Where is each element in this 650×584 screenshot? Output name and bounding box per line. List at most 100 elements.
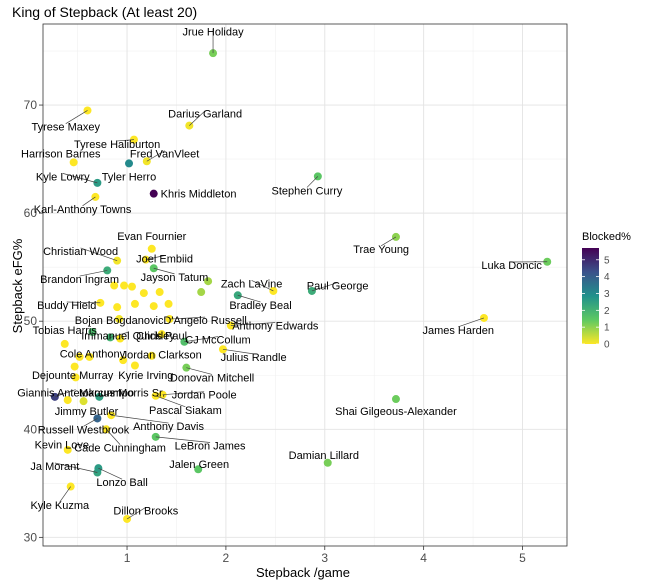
data-point bbox=[60, 339, 69, 348]
label-leader bbox=[106, 429, 121, 445]
data-point bbox=[119, 356, 128, 365]
point-label: CJ McCollum bbox=[185, 335, 250, 347]
label-leader bbox=[153, 267, 175, 275]
colorbar-tick-label: 3 bbox=[604, 289, 610, 300]
label-leader bbox=[111, 414, 169, 424]
point-label: Dejounte Murray bbox=[32, 370, 114, 382]
point-label: Harrison Barnes bbox=[21, 149, 101, 161]
colorbar-tick-label: 2 bbox=[604, 306, 610, 317]
data-point bbox=[149, 189, 158, 198]
point-label: Damian Lillard bbox=[289, 450, 359, 462]
data-point bbox=[130, 299, 139, 308]
data-point bbox=[63, 396, 72, 405]
point-label: Donovan Mitchell bbox=[170, 372, 254, 384]
y-tick-label: 60 bbox=[24, 206, 38, 220]
data-point bbox=[130, 361, 139, 370]
data-point bbox=[127, 282, 136, 291]
data-point bbox=[125, 159, 134, 168]
x-tick-label: 2 bbox=[223, 551, 230, 565]
label-leader bbox=[79, 270, 108, 277]
label-leader bbox=[458, 317, 485, 328]
y-tick-label: 30 bbox=[24, 530, 38, 544]
label-leader bbox=[99, 389, 123, 398]
x-tick-label: 5 bbox=[519, 551, 526, 565]
label-leader bbox=[306, 176, 319, 188]
point-label: Stephen Curry bbox=[272, 185, 343, 197]
data-point bbox=[157, 330, 166, 339]
data-point bbox=[71, 373, 80, 382]
point-label: Anthony Edwards bbox=[232, 321, 319, 333]
point-label: Evan Fournier bbox=[117, 231, 186, 243]
label-leader bbox=[65, 110, 88, 124]
data-point bbox=[63, 445, 72, 454]
point-label: Darius Garland bbox=[168, 109, 242, 121]
data-point bbox=[149, 302, 158, 311]
point-label: Russell Westbrook bbox=[38, 424, 130, 436]
label-leader bbox=[189, 110, 206, 126]
colorbar-tick-label: 5 bbox=[604, 255, 610, 266]
label-leader bbox=[62, 173, 98, 184]
colorbar bbox=[582, 248, 599, 344]
point-label: Cole Anthony bbox=[60, 349, 126, 361]
data-point bbox=[204, 277, 213, 286]
data-point bbox=[120, 281, 129, 290]
point-label: Tobias Harris bbox=[33, 325, 98, 337]
label-leader bbox=[82, 196, 96, 207]
y-axis-title: Stepback eFG% bbox=[10, 238, 25, 333]
point-label: Paul George bbox=[307, 281, 369, 293]
data-point bbox=[164, 299, 173, 308]
legend: Blocked% 0 1 2 3 4 5 bbox=[582, 231, 631, 351]
colorbar-tick-label: 4 bbox=[604, 272, 610, 283]
label-leader bbox=[169, 316, 206, 320]
data-point bbox=[155, 288, 164, 297]
x-axis: 1 2 3 4 5 bbox=[124, 546, 526, 565]
point-label: Tyler Herro bbox=[102, 171, 156, 183]
data-point bbox=[69, 158, 78, 167]
y-axis: 30 40 50 60 70 bbox=[24, 98, 43, 544]
point-label: Jalen Green bbox=[169, 459, 229, 471]
data-point bbox=[139, 289, 148, 298]
point-label: Ja Morant bbox=[30, 461, 79, 473]
data-point bbox=[88, 328, 97, 337]
data-point bbox=[323, 458, 332, 467]
label-leader bbox=[155, 395, 186, 408]
point-label: Anthony Davis bbox=[133, 421, 204, 433]
label-leader bbox=[162, 391, 205, 396]
point-label: Buddy Hield bbox=[37, 300, 96, 312]
data-point bbox=[79, 397, 88, 406]
point-label: Jordan Poole bbox=[172, 390, 237, 402]
label-leader bbox=[230, 322, 276, 326]
label-leader bbox=[186, 367, 213, 375]
point-label: Dillon Brooks bbox=[113, 505, 178, 517]
point-label: Luka Doncic bbox=[481, 260, 542, 272]
label-leader bbox=[311, 282, 338, 292]
labels-layer: Jrue Holiday Tyrese Maxey Darius Garland Ty… bbox=[17, 27, 548, 520]
point-label: Marcus Morris Sr. bbox=[79, 388, 165, 400]
x-tick-label: 4 bbox=[420, 551, 427, 565]
label-leader bbox=[54, 389, 76, 398]
point-label: Kyle Kuzma bbox=[30, 500, 90, 512]
label-leader bbox=[380, 236, 397, 247]
point-label: Lonzo Ball bbox=[96, 477, 147, 489]
y-tick-label: 70 bbox=[24, 98, 38, 112]
point-label: James Harden bbox=[422, 325, 494, 337]
colorbar-ticks: 0 1 2 3 4 5 bbox=[582, 255, 610, 351]
x-tick-label: 1 bbox=[124, 551, 131, 565]
point-label: Bojan Bogdanovic bbox=[75, 315, 164, 327]
point-label: Shai Gilgeous-Alexander bbox=[335, 406, 457, 418]
point-label: Karl-Anthony Towns bbox=[34, 204, 132, 216]
legend-title: Blocked% bbox=[582, 231, 631, 243]
label-leader bbox=[98, 467, 123, 480]
label-leader bbox=[110, 331, 129, 338]
point-label: Chris Paul bbox=[136, 330, 187, 342]
colorbar-tick-label: 0 bbox=[604, 340, 610, 351]
label-leader bbox=[184, 336, 219, 343]
data-point bbox=[85, 352, 94, 361]
label-leader bbox=[54, 462, 98, 473]
point-label: Khris Middleton bbox=[161, 189, 237, 201]
point-label: Jordan Clarkson bbox=[122, 350, 202, 362]
point-label: LeBron James bbox=[175, 440, 246, 452]
data-point bbox=[197, 288, 206, 297]
data-point bbox=[147, 244, 156, 253]
